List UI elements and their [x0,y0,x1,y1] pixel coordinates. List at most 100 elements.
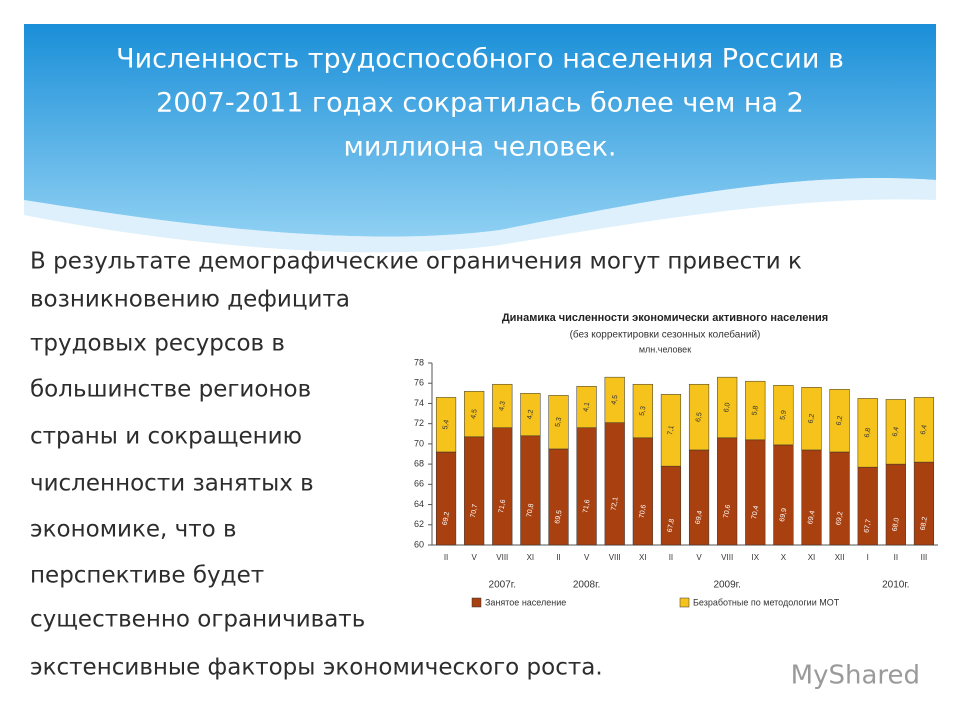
x-tick-label: VIII [609,553,621,562]
x-tick-label: XI [808,553,816,562]
bar-segment [857,398,878,468]
value-label: 5,3 [639,406,648,417]
bar-segment [548,395,569,450]
bar-segment [632,437,653,546]
x-tick-label: II [556,553,560,562]
bar-segment [913,461,935,546]
bar-segment [632,383,653,439]
legend-label: Безработные по методологии МОТ [693,597,840,607]
value-label: 69,4 [807,510,816,525]
body-line: перспективе будет [30,563,264,589]
bar-segment [492,383,513,428]
x-tick-label: V [696,553,702,562]
value-label: 68,2 [920,516,929,531]
y-tick-label: 62 [414,519,424,529]
value-label: 5,8 [751,405,760,416]
bar-segment [801,449,822,546]
y-tick-label: 68 [414,458,424,468]
bar-segment [773,444,794,546]
bar-segment [829,389,850,453]
bar-segment [688,383,710,451]
value-label: 69,2 [835,511,844,526]
value-label: 6,2 [808,413,817,424]
value-label: 4,1 [583,402,592,413]
value-label: 5,4 [442,419,451,430]
watermark: MyShared [791,661,920,691]
body-line: существенно ограничивать [30,607,365,633]
value-label: 67,7 [863,519,872,534]
legend-swatch [471,597,482,608]
value-label: 5,9 [779,410,788,421]
value-label: 6,4 [920,424,929,435]
x-tick-label: II [894,553,898,562]
value-label: 70,6 [723,504,732,519]
bar-segment [829,451,850,546]
value-label: 68,0 [892,517,901,532]
chart: Динамика численности экономически активн… [414,312,938,607]
value-label: 69,4 [695,510,704,525]
x-group-label: 2010г. [882,580,909,591]
body-line: экономике, что в [30,517,237,543]
value-label: 6,2 [836,415,845,426]
value-label: 4,5 [470,409,479,420]
legend-swatch [679,597,690,608]
y-tick-label: 66 [414,479,424,489]
value-label: 70,7 [470,504,479,519]
title-line: 2007-2011 годах сократилась более чем на… [156,88,804,119]
bar-segment [435,397,457,453]
value-label: 70,8 [526,503,535,518]
bar-segment [801,387,822,451]
x-tick-label: X [781,553,787,562]
y-tick-label: 70 [414,438,424,448]
x-tick-label: VIII [721,553,733,562]
x-tick-label: V [471,553,477,562]
bar-segment [520,393,541,437]
bar-segment [885,399,906,465]
x-tick-label: I [867,553,869,562]
value-label: 6,0 [723,402,732,413]
value-label: 70,4 [751,505,760,520]
x-group-label: 2008г. [573,580,600,591]
chart-title: Динамика численности экономически активн… [502,312,828,324]
bar-segment [745,380,766,441]
x-tick-label: XII [835,553,845,562]
bar-segment [913,397,935,463]
bar-segment [773,384,794,446]
body-line: экстенсивные факторы экономического рост… [30,655,603,681]
value-label: 70,6 [639,504,648,519]
body-line: возникновению дефицита [30,287,350,313]
bar-segment [464,391,485,438]
bar-segment [717,437,738,546]
bar-segment [885,463,906,546]
body-line: В результате демографические ограничения… [30,249,802,275]
value-label: 7,1 [667,425,676,436]
bar-segment [576,427,597,546]
body-line: трудовых ресурсов в [30,331,285,357]
bar-segment [492,427,513,546]
bar-segment [745,439,766,546]
title-line: Численность трудоспособного населения Ро… [116,44,844,75]
bar-segment [688,449,710,546]
y-tick-label: 72 [414,418,424,428]
bar-segment [604,376,625,423]
bar-segment [520,435,541,546]
y-label: млн.человек [639,344,691,354]
x-tick-label: III [921,553,928,562]
value-label: 6,5 [695,412,704,423]
bar-segment [435,451,457,546]
bar-segment [717,376,738,439]
body-line: численности занятых в [30,471,314,497]
bar-segment [548,448,569,546]
x-tick-label: VIII [496,553,508,562]
bar-segment [604,422,625,546]
x-tick-label: II [669,553,673,562]
value-label: 71,6 [498,499,507,514]
value-label: 69,9 [779,508,788,523]
header-band [24,24,936,237]
y-tick-label: 76 [414,378,424,388]
bar-segment [576,386,597,428]
x-tick-label: II [444,553,448,562]
y-tick-label: 60 [414,539,424,549]
value-label: 71,6 [582,499,591,514]
